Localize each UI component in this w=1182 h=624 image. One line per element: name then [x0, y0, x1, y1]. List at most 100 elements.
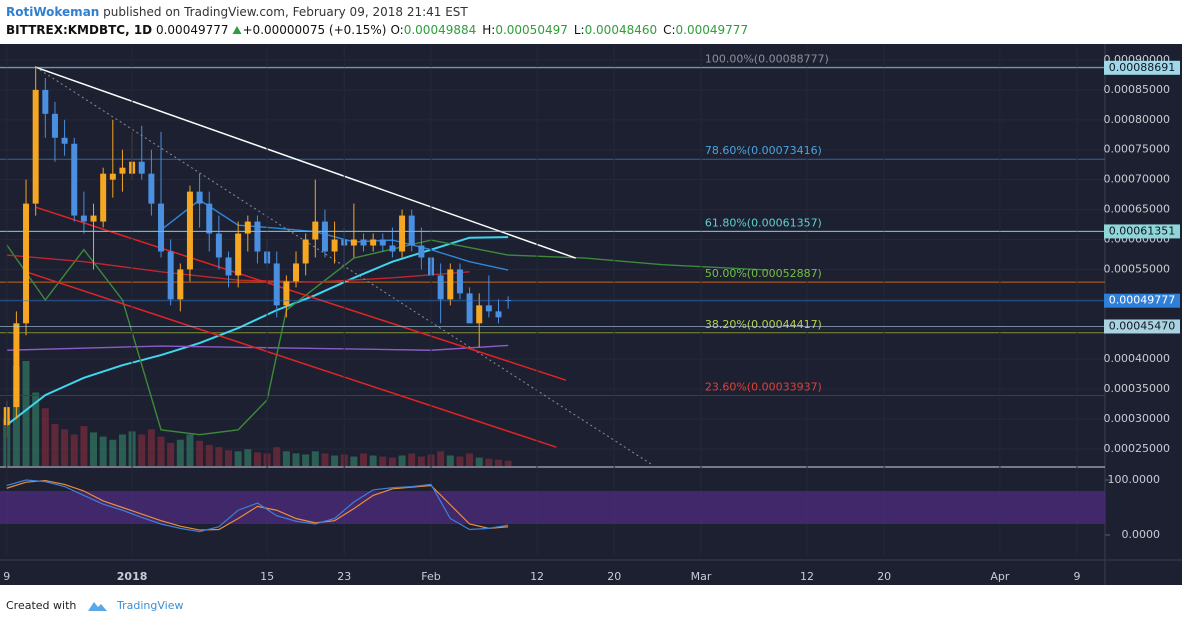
candle-body [206, 203, 213, 234]
author[interactable]: RotiWokeman [6, 5, 99, 19]
volume-bar [273, 447, 281, 466]
volume-bar [90, 432, 98, 466]
candle-body [61, 137, 68, 144]
ohlc-label: H: [482, 23, 495, 37]
volume-bar [417, 456, 425, 466]
fib-label: 38.20%(0.00044417) [705, 318, 822, 331]
volume-bar [225, 450, 233, 466]
x-tick-label: 9 [1074, 570, 1081, 583]
candle-body [273, 263, 280, 306]
header-bg [0, 0, 1182, 44]
volume-bar [437, 451, 445, 466]
candle-body [244, 221, 251, 234]
publish-line: RotiWokeman published on TradingView.com… [6, 5, 468, 19]
candle-body [370, 239, 377, 246]
candle-body [13, 323, 20, 408]
indicator-line [6, 344, 509, 351]
candle-body [167, 251, 174, 300]
y-tick-label: 0.00035000 [1104, 382, 1170, 395]
y-tick-label: 0.00085000 [1104, 83, 1170, 96]
candle-body [350, 239, 357, 246]
candle-body [456, 269, 463, 294]
candle-body [293, 263, 300, 282]
fib-label: 61.80%(0.00061357) [705, 216, 822, 229]
y-tick-label: 0.00080000 [1104, 113, 1170, 126]
ohlc-label: O: [390, 23, 403, 37]
candle-body [437, 275, 444, 300]
footer-bg [0, 585, 1182, 624]
candle-body [447, 269, 454, 300]
y-tick-label: 0.00055000 [1104, 262, 1170, 275]
candle-body [215, 233, 222, 258]
price-badge [1104, 293, 1180, 308]
candle-body [408, 215, 415, 246]
oscillator-tick-label: 100.0000 [1108, 473, 1161, 486]
y-tick-label: 0.00065000 [1104, 203, 1170, 216]
volume-bar [388, 457, 396, 466]
volume-bar [157, 436, 165, 466]
fib-label: 100.00%(0.00088777) [705, 52, 829, 65]
created-with: Created with [6, 599, 76, 612]
volume-bar [80, 426, 88, 466]
oscillator-band [0, 491, 1105, 524]
price-badge [1104, 224, 1180, 239]
y-tick-label: 0.00075000 [1104, 143, 1170, 156]
x-tick-label: Feb [421, 570, 440, 583]
candle-body [225, 257, 232, 276]
candle-body [119, 167, 126, 174]
ohlc-value: 0.00048460 [585, 23, 658, 37]
volume-bar [311, 451, 319, 466]
volume-bar [475, 457, 483, 466]
x-tick-label: Apr [990, 570, 1010, 583]
y-tick-label: 0.00070000 [1104, 173, 1170, 186]
candle-body [476, 305, 483, 324]
candle-body [90, 215, 97, 222]
oscillator-line [6, 479, 509, 533]
brand[interactable]: TradingView [116, 599, 183, 612]
trend-line [35, 66, 576, 259]
candle-body [158, 203, 165, 252]
ohlc-value: 0.00049777 [676, 23, 749, 37]
price-badge-label: 0.00088691 [1109, 61, 1175, 74]
symbol: BITTREX:KMDBTC, 1D [6, 23, 152, 37]
volume-bar [215, 447, 223, 466]
oscillator-tick-label: 0.0000 [1122, 528, 1161, 541]
volume-bar [196, 440, 204, 466]
volume-bar [282, 451, 290, 466]
candle-body [80, 215, 87, 222]
candle-body [495, 311, 502, 318]
volume-bar [485, 458, 493, 466]
candle-body [196, 191, 203, 204]
candle-body [32, 89, 39, 204]
candle-body [466, 293, 473, 324]
oscillator-line [6, 479, 509, 531]
volume-bar [32, 392, 40, 466]
volume-bar [321, 453, 329, 466]
volume-bar [176, 439, 184, 466]
y-tick-label: 0.00025000 [1104, 442, 1170, 455]
volume-bar [51, 424, 59, 466]
volume-bar [408, 453, 416, 466]
volume-bar [41, 408, 49, 466]
ohlc-label: L: [574, 23, 585, 37]
published: published on TradingView.com, February 0… [103, 5, 468, 19]
fib-label: 50.00%(0.00052887) [705, 267, 822, 280]
ohlc-label: C: [663, 23, 675, 37]
candle-body [23, 203, 30, 324]
volume-bar [109, 439, 117, 466]
price-badge-label: 0.00045470 [1109, 319, 1175, 332]
candle-body [100, 173, 107, 222]
volume-bar [22, 361, 30, 466]
candle-body [379, 239, 386, 246]
volume-bar [70, 434, 78, 466]
change: +0.00000075 (+0.15%) [243, 23, 387, 37]
candle-body [148, 173, 155, 204]
candle-body [109, 173, 116, 180]
ohlc-value: 0.00049884 [404, 23, 477, 37]
x-tick-label: 20 [607, 570, 621, 583]
volume-bar [61, 429, 69, 466]
volume-bar [99, 436, 107, 466]
x-tick-label: 20 [877, 570, 891, 583]
volume-bar [456, 456, 464, 466]
